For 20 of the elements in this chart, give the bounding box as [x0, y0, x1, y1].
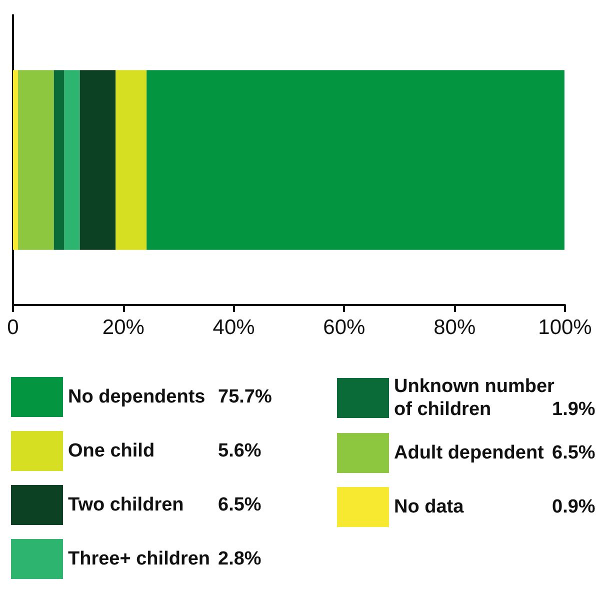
x-tick-label: 40%	[212, 316, 255, 339]
text: Two children 6.5%	[68, 494, 262, 516]
x-tick-label: 60%	[323, 316, 366, 339]
text: Unknown number of children 1.9%	[394, 376, 596, 420]
text: No data 0.9%	[394, 496, 596, 518]
x-tick-label: 100%	[538, 316, 592, 339]
bar	[13, 70, 18, 250]
bar	[80, 70, 116, 250]
bar	[54, 70, 64, 250]
legend-label: Three+ children 2.8%	[68, 548, 262, 570]
legend-label: No dependents 75.7%	[68, 386, 272, 408]
x-tick-label: 0	[7, 316, 19, 339]
bar	[146, 70, 564, 250]
legend-label: Adult dependent 6.5%	[394, 442, 596, 464]
bar	[64, 70, 80, 250]
bar	[18, 70, 54, 250]
text: One child 5.6%	[68, 440, 262, 462]
bar	[116, 70, 147, 250]
x-tick-label: 80%	[434, 316, 476, 339]
x-tick-label: 20%	[102, 316, 144, 339]
